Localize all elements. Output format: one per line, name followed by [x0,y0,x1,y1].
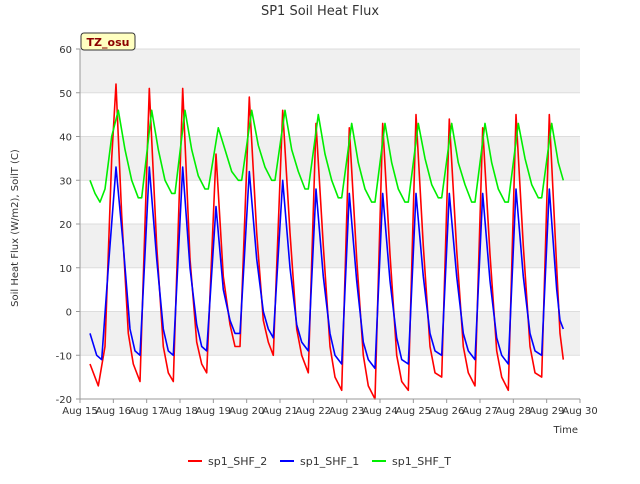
x-tick-label: Aug 15 [62,406,97,417]
x-tick-label: Aug 28 [496,406,531,417]
x-tick-label: Aug 20 [229,406,264,417]
y-tick-label: 40 [59,133,72,144]
y-axis-label: Soil Heat Flux (W/m2), SoilT (C) [10,149,21,307]
annotation-rect [80,32,136,51]
x-tick-label: Aug 30 [562,406,597,417]
annotation-label: TZ_osu [87,36,130,49]
grid-band [80,224,580,268]
series-line-sp1_SHF_T [89,109,565,203]
legend-label-sp1_SHF_2: sp1_SHF_2 [208,455,267,468]
series-line-sp1_SHF_1 [89,166,565,370]
x-tick-label: Aug 29 [529,406,564,417]
y-tick-label: 30 [59,176,72,187]
y-tick-label: -20 [56,395,72,406]
grid [80,48,580,400]
x-tick-label: Aug 17 [129,406,164,417]
legend-label-sp1_SHF_T: sp1_SHF_T [392,455,451,468]
x-tick-label: Aug 26 [429,406,464,417]
series-line-sp1_SHF_2 [89,83,565,400]
y-tick-label: 0 [66,308,72,319]
annotation-box: TZ_osu [80,32,136,51]
x-tick-label: Aug 21 [262,406,297,417]
y-tick-label: 50 [59,89,72,100]
chart-title: SP1 Soil Heat Flux [261,4,379,19]
y-tick-label: 20 [59,220,72,231]
x-tick-label: Aug 23 [329,406,364,417]
x-tick-label: Aug 19 [196,406,231,417]
x-tick-label: Aug 24 [362,406,397,417]
x-tick-label: Aug 16 [96,406,131,417]
x-axis-label: Time [553,425,578,436]
series-layer [89,83,565,400]
x-tick-label: Aug 18 [162,406,197,417]
y-tick-label: 60 [59,45,72,56]
x-tick-label: Aug 22 [296,406,331,417]
y-tick-label: 10 [59,264,72,275]
legend-label-sp1_SHF_1: sp1_SHF_1 [300,455,359,468]
x-tick-label: Aug 25 [396,406,431,417]
grid-band [80,49,580,93]
y-tick-label: -10 [56,351,72,362]
x-tick-label: Aug 27 [462,406,497,417]
legend: sp1_SHF_2 sp1_SHF_1 sp1_SHF_T [188,455,451,468]
